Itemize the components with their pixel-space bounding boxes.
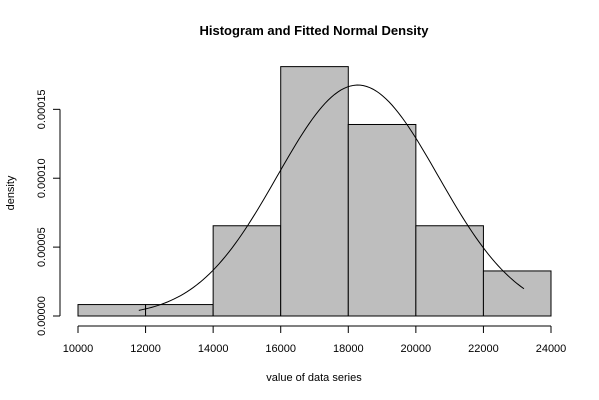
histogram-bar-5: [415, 225, 484, 317]
x-tick-label-7: 24000: [536, 343, 567, 355]
x-tick-label-2: 14000: [198, 343, 229, 355]
fitted-normal-curve: [138, 84, 525, 311]
histogram-bar-3: [280, 66, 349, 317]
y-axis-label: density: [5, 175, 17, 210]
x-tick-label-4: 18000: [333, 343, 364, 355]
x-tick-label-6: 22000: [468, 343, 499, 355]
x-tick-label-3: 16000: [265, 343, 296, 355]
y-tick-label-3: 0.00015: [36, 89, 48, 129]
x-tick-label-1: 12000: [130, 343, 161, 355]
histogram-bar-4: [347, 123, 417, 317]
histogram-bars: [77, 66, 552, 317]
chart-title: Histogram and Fitted Normal Density: [200, 23, 430, 38]
x-axis: 10000 12000 14000 16000 18000 20000 22000 24000: [63, 325, 567, 355]
y-axis: 0.00000 0.00005 0.00010 0.00015: [36, 89, 61, 336]
histogram-bar-0: [77, 304, 147, 317]
y-tick-label-2: 0.00010: [36, 158, 48, 198]
histogram-bar-6: [482, 270, 552, 317]
x-tick-label-0: 10000: [63, 343, 94, 355]
x-tick-label-5: 20000: [401, 343, 432, 355]
y-tick-label-1: 0.00005: [36, 227, 48, 267]
histogram-bar-2: [212, 225, 282, 317]
x-axis-label: value of data series: [266, 372, 362, 384]
y-tick-label-0: 0.00000: [36, 296, 48, 336]
